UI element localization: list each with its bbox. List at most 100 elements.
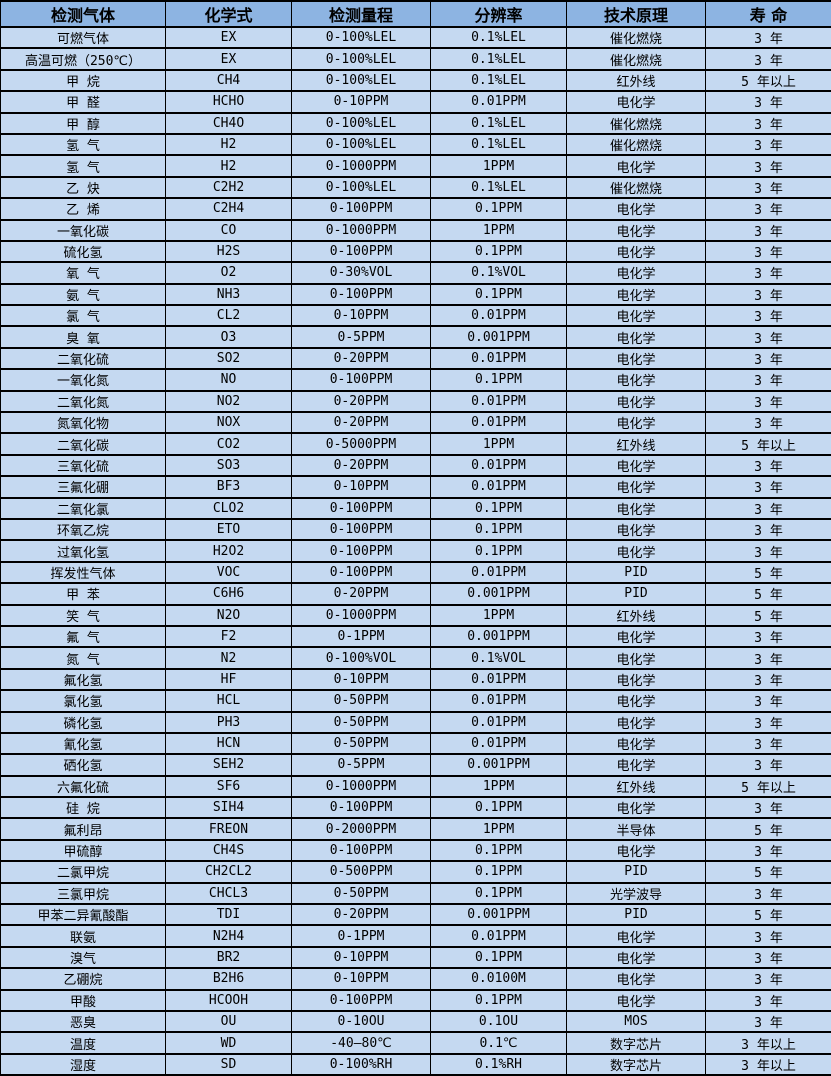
range-cell: 0-5000PPM xyxy=(292,433,431,454)
range-cell: 0-10PPM xyxy=(292,476,431,497)
formula-cell: NO xyxy=(166,369,292,390)
resolution-cell: 0.01PPM xyxy=(431,305,567,326)
gas-name-cell: 氯 气 xyxy=(1,305,166,326)
range-cell: 0-10PPM xyxy=(292,91,431,112)
principle-cell: 电化学 xyxy=(567,91,706,112)
principle-cell: 数字芯片 xyxy=(567,1032,706,1053)
lifespan-cell: 3 年 xyxy=(706,134,831,155)
range-cell: 0-100PPM xyxy=(292,840,431,861)
principle-cell: 电化学 xyxy=(567,391,706,412)
lifespan-cell: 5 年以上 xyxy=(706,433,831,454)
gas-name-cell: 环氧乙烷 xyxy=(1,519,166,540)
gas-name-cell: 氟 气 xyxy=(1,626,166,647)
principle-cell: 电化学 xyxy=(567,220,706,241)
resolution-cell: 0.1PPM xyxy=(431,990,567,1011)
principle-cell: 电化学 xyxy=(567,626,706,647)
lifespan-cell: 3 年 xyxy=(706,91,831,112)
range-cell: 0-10PPM xyxy=(292,947,431,968)
gas-name-cell: 甲 醛 xyxy=(1,91,166,112)
range-cell: 0-100PPM xyxy=(292,284,431,305)
gas-name-cell: 一氧化碳 xyxy=(1,220,166,241)
resolution-cell: 0.001PPM xyxy=(431,626,567,647)
principle-cell: 电化学 xyxy=(567,840,706,861)
gas-name-cell: 恶臭 xyxy=(1,1011,166,1032)
lifespan-cell: 3 年 xyxy=(706,412,831,433)
resolution-cell: 0.1%LEL xyxy=(431,48,567,69)
principle-cell: 光学波导 xyxy=(567,883,706,904)
range-cell: 0-100%LEL xyxy=(292,70,431,91)
gas-name-cell: 挥发性气体 xyxy=(1,562,166,583)
range-cell: 0-100PPM xyxy=(292,369,431,390)
lifespan-cell: 3 年 xyxy=(706,925,831,946)
range-cell: 0-2000PPM xyxy=(292,818,431,839)
principle-cell: 电化学 xyxy=(567,262,706,283)
principle-cell: 电化学 xyxy=(567,455,706,476)
gas-name-cell: 高温可燃（250℃） xyxy=(1,48,166,69)
formula-cell: HCL xyxy=(166,690,292,711)
formula-cell: BF3 xyxy=(166,476,292,497)
principle-cell: 电化学 xyxy=(567,925,706,946)
range-cell: 0-10PPM xyxy=(292,968,431,989)
range-cell: 0-20PPM xyxy=(292,391,431,412)
lifespan-cell: 5 年 xyxy=(706,861,831,882)
range-cell: 0-100%VOL xyxy=(292,647,431,668)
principle-cell: 电化学 xyxy=(567,797,706,818)
resolution-cell: 0.01PPM xyxy=(431,669,567,690)
lifespan-cell: 3 年 xyxy=(706,1011,831,1032)
principle-cell: 电化学 xyxy=(567,305,706,326)
principle-cell: 电化学 xyxy=(567,947,706,968)
principle-cell: 半导体 xyxy=(567,818,706,839)
gas-name-cell: 乙 炔 xyxy=(1,177,166,198)
formula-cell: CH2CL2 xyxy=(166,861,292,882)
gas-name-cell: 乙硼烷 xyxy=(1,968,166,989)
principle-cell: 电化学 xyxy=(567,326,706,347)
gas-name-cell: 湿度 xyxy=(1,1054,166,1075)
formula-cell: SIH4 xyxy=(166,797,292,818)
gas-name-cell: 三氧化硫 xyxy=(1,455,166,476)
resolution-cell: 0.01PPM xyxy=(431,690,567,711)
column-header-range: 检测量程 xyxy=(292,1,431,27)
formula-cell: HF xyxy=(166,669,292,690)
principle-cell: 催化燃烧 xyxy=(567,134,706,155)
range-cell: 0-20PPM xyxy=(292,904,431,925)
resolution-cell: 0.1%LEL xyxy=(431,134,567,155)
gas-name-cell: 硫化氢 xyxy=(1,241,166,262)
range-cell: 0-100PPM xyxy=(292,990,431,1011)
range-cell: 0-5PPM xyxy=(292,326,431,347)
formula-cell: EX xyxy=(166,48,292,69)
formula-cell: HCN xyxy=(166,733,292,754)
lifespan-cell: 3 年 xyxy=(706,968,831,989)
formula-cell: OU xyxy=(166,1011,292,1032)
gas-name-cell: 一氧化氮 xyxy=(1,369,166,390)
lifespan-cell: 3 年 xyxy=(706,220,831,241)
gas-name-cell: 臭 氧 xyxy=(1,326,166,347)
formula-cell: C2H2 xyxy=(166,177,292,198)
formula-cell: TDI xyxy=(166,904,292,925)
principle-cell: 催化燃烧 xyxy=(567,177,706,198)
column-header-principle: 技术原理 xyxy=(567,1,706,27)
gas-name-cell: 硅 烷 xyxy=(1,797,166,818)
formula-cell: SO3 xyxy=(166,455,292,476)
resolution-cell: 1PPM xyxy=(431,776,567,797)
lifespan-cell: 3 年 xyxy=(706,647,831,668)
lifespan-cell: 5 年 xyxy=(706,562,831,583)
lifespan-cell: 3 年 xyxy=(706,990,831,1011)
resolution-cell: 0.001PPM xyxy=(431,583,567,604)
resolution-cell: 0.01PPM xyxy=(431,562,567,583)
